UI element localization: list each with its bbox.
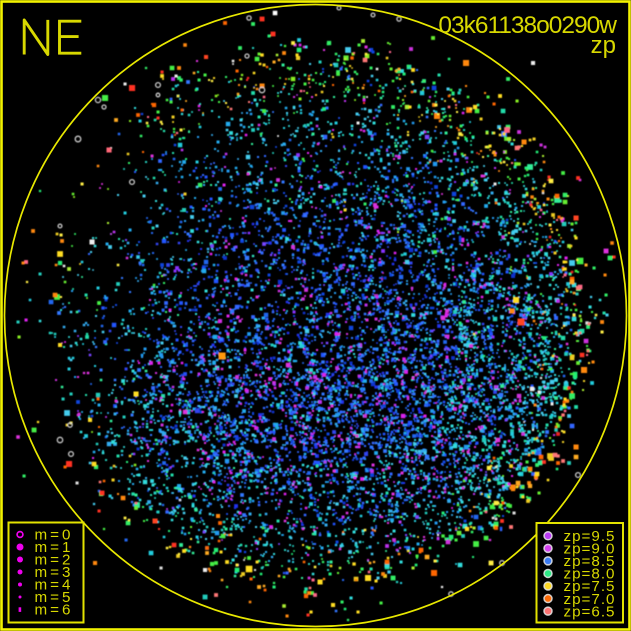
- svg-text:m=4: m=4: [35, 577, 71, 594]
- svg-text:zp=7.0: zp=7.0: [564, 591, 615, 608]
- svg-text:zp=8.5: zp=8.5: [564, 553, 615, 570]
- svg-text:zp=6.5: zp=6.5: [564, 603, 615, 620]
- svg-text:zp=9.0: zp=9.0: [564, 541, 615, 558]
- svg-text:m=5: m=5: [35, 589, 71, 606]
- svg-text:zp=9.5: zp=9.5: [564, 528, 615, 545]
- svg-text:m=0: m=0: [35, 527, 71, 544]
- svg-text:zp: zp: [591, 32, 616, 59]
- svg-text:m=1: m=1: [35, 539, 71, 556]
- svg-text:zp=7.5: zp=7.5: [564, 578, 615, 595]
- svg-text:m=3: m=3: [35, 564, 71, 581]
- svg-text:zp=8.0: zp=8.0: [564, 566, 615, 583]
- svg-text:m=6: m=6: [35, 602, 71, 619]
- svg-text:m=2: m=2: [35, 552, 71, 569]
- svg-text:03k61138o0290w: 03k61138o0290w: [438, 12, 617, 39]
